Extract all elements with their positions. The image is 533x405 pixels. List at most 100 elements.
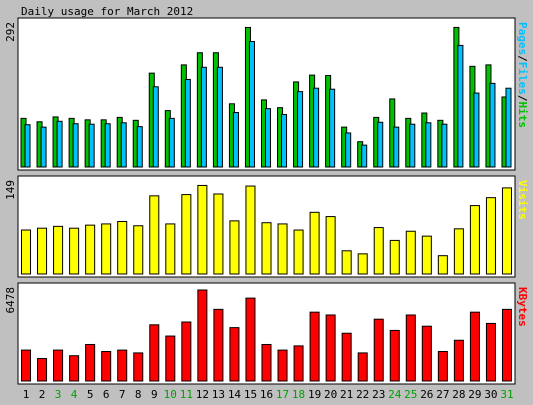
bar-kbytes — [501, 308, 513, 382]
day-bars — [389, 329, 400, 382]
day-bars — [309, 74, 320, 168]
right-axis-label-part: Visits — [516, 180, 529, 220]
bar-kbytes — [485, 322, 496, 382]
bar-visits — [325, 216, 336, 275]
bar-kbytes — [21, 349, 32, 382]
bar-visits — [117, 220, 128, 275]
bar-visits — [389, 239, 400, 275]
x-tick-label: 22 — [356, 388, 369, 401]
day-bars — [52, 116, 63, 168]
bar-files — [297, 91, 304, 168]
x-tick-label: 7 — [119, 388, 126, 401]
bar-files — [409, 123, 416, 168]
day-bars — [117, 220, 128, 275]
right-axis-label: KBytes — [516, 287, 529, 327]
bar-files — [136, 126, 143, 168]
bar-kbytes — [389, 329, 400, 382]
bar-visits — [101, 223, 112, 275]
day-bars — [229, 220, 240, 275]
day-bars — [197, 289, 208, 382]
bar-files — [441, 123, 448, 168]
day-bars — [133, 352, 144, 382]
day-bars — [357, 141, 368, 168]
bar-visits — [213, 193, 224, 275]
day-bars — [389, 239, 400, 275]
day-bars — [197, 184, 208, 275]
bar-visits — [309, 211, 320, 275]
bar-files — [72, 123, 79, 168]
day-bars — [309, 211, 320, 275]
day-bars — [165, 335, 176, 382]
x-tick-label: 17 — [276, 388, 289, 401]
bar-kbytes — [53, 349, 64, 382]
bar-visits — [245, 185, 256, 275]
bar-kbytes — [197, 289, 208, 382]
bar-kbytes — [469, 311, 480, 382]
panel-visits: 149 Visits — [4, 175, 529, 278]
day-bars — [373, 227, 384, 275]
bar-files — [120, 122, 127, 168]
bar-visits — [293, 229, 304, 275]
day-bars — [357, 253, 368, 275]
bar-visits — [453, 228, 464, 275]
day-bars — [373, 318, 384, 382]
day-bars — [100, 119, 111, 168]
bar-files — [248, 41, 255, 168]
bar-visits — [341, 250, 352, 275]
day-bars — [405, 230, 416, 275]
bar-files — [56, 120, 63, 168]
day-bars — [421, 235, 432, 275]
bar-kbytes — [325, 314, 336, 382]
day-bars — [325, 216, 336, 275]
bar-files — [264, 108, 272, 168]
bar-visits — [69, 227, 80, 275]
x-tick-label: 26 — [420, 388, 433, 401]
bar-files — [152, 86, 159, 168]
day-bars — [293, 81, 304, 168]
bar-files — [361, 144, 368, 168]
x-axis-labels: 1 2 3 4 5 6 7 8 9 10 11 12 13 14 15 16 17 18 19 20 21 22 23 24 2… — [23, 388, 514, 401]
x-tick-label: 21 — [340, 388, 353, 401]
bar-visits — [165, 223, 176, 275]
bar-kbytes — [453, 339, 464, 382]
day-bars — [148, 72, 159, 168]
bar-visits — [357, 253, 368, 275]
day-bars — [101, 351, 112, 382]
day-bars — [180, 64, 191, 168]
bar-visits — [405, 230, 416, 275]
x-tick-label: 24 — [388, 388, 402, 401]
day-bars — [421, 325, 432, 382]
bar-kbytes — [309, 311, 320, 382]
bar-files — [345, 132, 352, 168]
day-bars — [101, 223, 112, 275]
bar-visits — [37, 227, 48, 275]
x-tick-label: 8 — [135, 388, 142, 401]
x-tick-label: 4 — [71, 388, 78, 401]
day-bars — [501, 87, 512, 168]
day-bars — [453, 26, 464, 168]
day-bars — [453, 228, 464, 275]
bar-files — [505, 87, 512, 168]
day-bars — [213, 193, 224, 275]
x-tick-label: 16 — [260, 388, 273, 401]
day-bars — [405, 117, 416, 168]
y-max-label: 6478 — [4, 287, 17, 314]
day-bars — [84, 119, 95, 168]
bar-visits — [229, 220, 240, 275]
day-bars — [149, 195, 160, 275]
x-tick-label: 12 — [196, 388, 209, 401]
day-bars — [341, 250, 352, 275]
y-max-label: 292 — [4, 22, 17, 42]
right-axis-label-part: Pages — [516, 22, 529, 55]
x-tick-label: 5 — [87, 388, 94, 401]
bar-kbytes — [405, 314, 416, 382]
day-bars — [469, 205, 480, 275]
bar-kbytes — [213, 308, 224, 382]
day-bars — [277, 107, 288, 168]
bar-visits — [133, 225, 144, 275]
day-bars — [53, 225, 64, 275]
bar-visits — [421, 235, 432, 275]
bar-visits — [53, 225, 64, 275]
day-bars — [357, 352, 368, 382]
bar-visits — [197, 184, 208, 275]
